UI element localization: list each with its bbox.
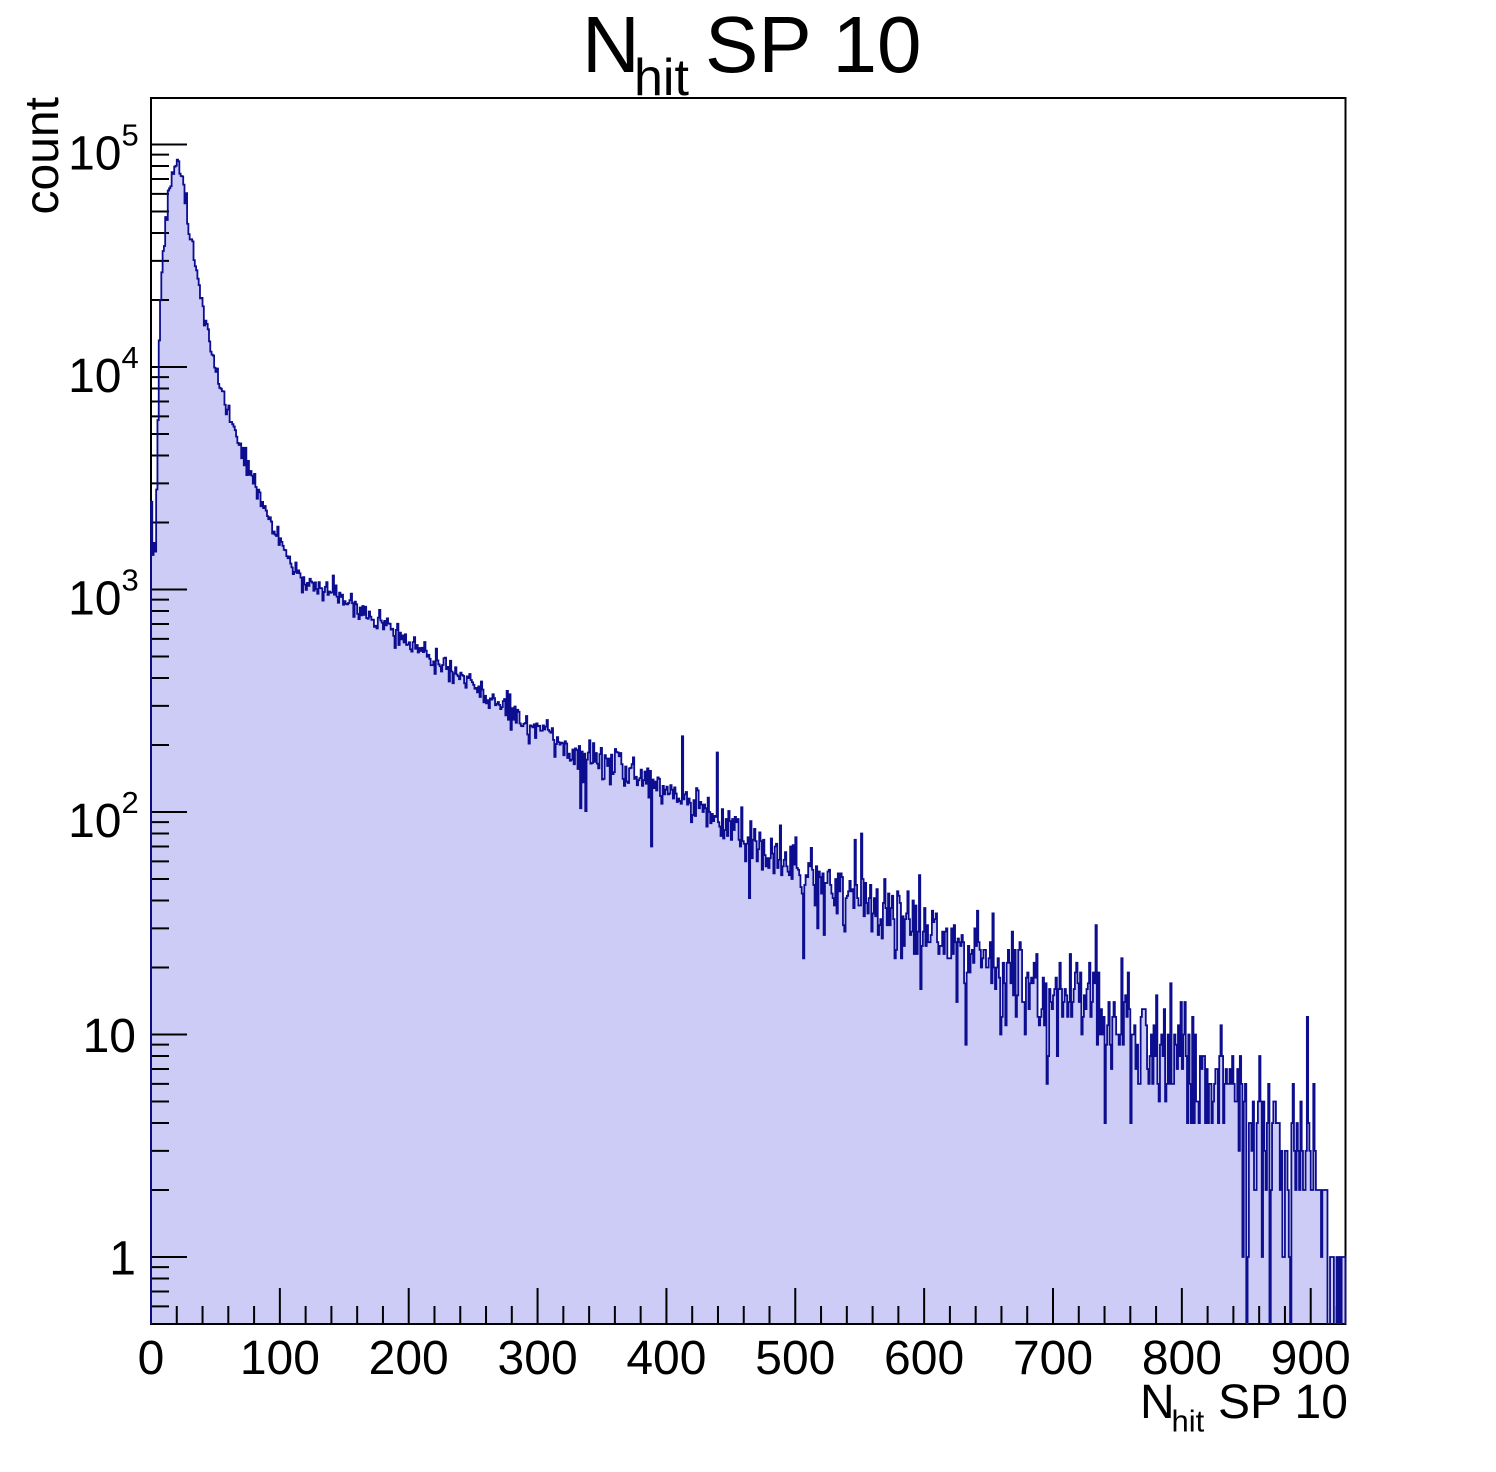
svg-text:SP 10: SP 10 <box>1218 1376 1348 1429</box>
svg-text:N: N <box>582 0 640 89</box>
svg-text:10: 10 <box>83 1010 136 1063</box>
svg-text:600: 600 <box>884 1332 964 1385</box>
svg-text:1: 1 <box>109 1233 136 1286</box>
svg-text:10: 10 <box>68 573 121 626</box>
svg-text:10: 10 <box>68 350 121 403</box>
svg-text:10: 10 <box>68 128 121 181</box>
svg-text:hit: hit <box>634 49 689 107</box>
svg-text:700: 700 <box>1013 1332 1093 1385</box>
svg-text:800: 800 <box>1142 1332 1222 1385</box>
svg-text:0: 0 <box>138 1332 165 1385</box>
svg-text:10: 10 <box>68 795 121 848</box>
svg-text:count: count <box>16 97 69 214</box>
svg-text:SP 10: SP 10 <box>705 0 921 89</box>
svg-text:900: 900 <box>1271 1332 1351 1385</box>
svg-text:400: 400 <box>626 1332 706 1385</box>
svg-text:2: 2 <box>122 785 139 820</box>
svg-text:3: 3 <box>122 563 139 598</box>
svg-text:N: N <box>1140 1376 1175 1429</box>
svg-text:5: 5 <box>122 118 139 153</box>
svg-text:300: 300 <box>498 1332 578 1385</box>
svg-text:hit: hit <box>1172 1404 1205 1439</box>
svg-text:100: 100 <box>240 1332 320 1385</box>
svg-text:500: 500 <box>755 1332 835 1385</box>
svg-text:200: 200 <box>369 1332 449 1385</box>
svg-text:4: 4 <box>122 340 139 375</box>
